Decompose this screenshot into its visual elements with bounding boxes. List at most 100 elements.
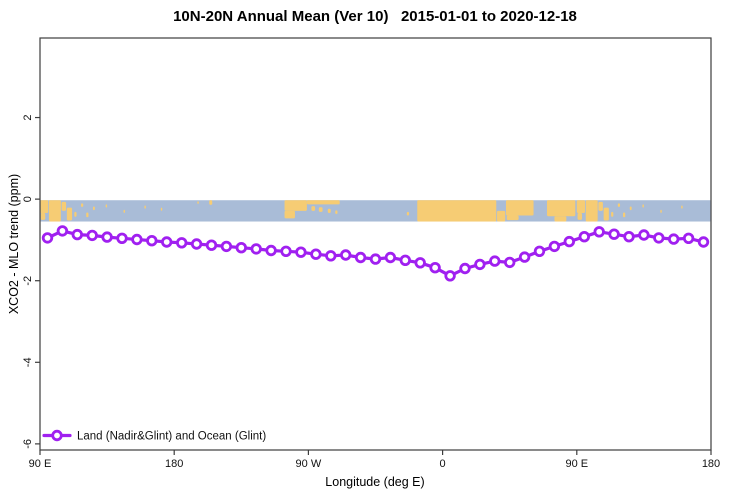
- land-patch: [66, 207, 73, 221]
- land-patch: [554, 216, 567, 222]
- data-point-marker: [325, 250, 337, 262]
- data-point-marker: [146, 234, 158, 247]
- legend: Land (Nadir&Glint) and Ocean (Glint): [42, 429, 266, 443]
- data-point-marker: [220, 240, 233, 253]
- data-point-marker: [429, 262, 441, 274]
- land-patch: [318, 207, 323, 212]
- data-point-marker: [310, 248, 322, 260]
- data-point-marker: [608, 228, 620, 240]
- data-point-marker: [116, 232, 128, 245]
- land-patch: [74, 211, 77, 217]
- data-point-marker: [340, 249, 352, 261]
- land-patch: [598, 201, 603, 211]
- data-point-marker: [459, 262, 471, 275]
- land-patch: [306, 200, 340, 205]
- legend-open-circle-icon: [51, 429, 63, 442]
- x-axis-title: Longitude (deg E): [325, 475, 425, 489]
- land-patch: [48, 200, 61, 222]
- land-patch: [681, 205, 683, 209]
- y-tick-label: 0: [22, 196, 34, 202]
- x-tick-label: 90 E: [565, 458, 588, 470]
- data-point-marker: [533, 245, 546, 258]
- data-point-marker: [682, 232, 695, 245]
- land-patch: [497, 210, 506, 222]
- land-patch: [160, 207, 163, 211]
- land-patch: [209, 200, 213, 205]
- land-patch: [617, 203, 621, 207]
- land-patch: [506, 215, 519, 221]
- land-patch: [629, 206, 632, 211]
- land-patch: [327, 208, 331, 213]
- land-patch: [61, 201, 67, 211]
- data-point-marker: [578, 230, 591, 243]
- x-tick-label: 180: [165, 458, 183, 470]
- land-patch: [623, 212, 626, 218]
- x-tick-label: 0: [440, 458, 446, 470]
- data-point-marker: [235, 241, 248, 254]
- data-point-marker: [56, 225, 69, 237]
- land-patch: [40, 212, 46, 220]
- x-tick-label: 180: [702, 458, 720, 470]
- x-axis-ticks: 90 E 180 90 W 0 90 E 180: [29, 450, 720, 470]
- data-point-marker: [548, 240, 561, 253]
- land-patch: [40, 200, 49, 213]
- data-point-marker: [518, 251, 531, 263]
- land-patch: [660, 209, 662, 213]
- data-point-marker: [131, 233, 143, 246]
- y-tick-label: 2: [22, 114, 34, 120]
- plot-frame: [39, 37, 712, 451]
- data-point-marker: [190, 238, 203, 250]
- data-point-marker: [175, 237, 188, 249]
- x-tick-label: 90 W: [296, 458, 322, 470]
- data-point-marker: [593, 226, 605, 238]
- land-patch: [603, 207, 609, 221]
- land-patch: [92, 206, 95, 211]
- data-point-marker: [205, 239, 218, 251]
- land-patch: [585, 200, 598, 222]
- chart-title: 10N-20N Annual Mean (Ver 10) 2015-01-01 …: [173, 8, 577, 25]
- data-point-marker: [86, 229, 98, 242]
- land-patch: [577, 212, 583, 220]
- land-patch: [123, 209, 125, 213]
- land-patch: [284, 210, 295, 219]
- land-patch: [311, 206, 316, 211]
- land-patch: [144, 205, 146, 209]
- land-patch: [335, 210, 338, 215]
- land-patch: [86, 212, 89, 218]
- data-point-marker: [414, 257, 426, 269]
- data-point-marker: [563, 235, 576, 248]
- y-tick-label: -2: [22, 276, 34, 286]
- land-patch: [642, 204, 644, 208]
- data-point-marker: [623, 230, 635, 243]
- data-point-marker: [504, 256, 516, 269]
- land-patch: [81, 203, 84, 207]
- y-axis-ticks: 2 0 -2 -4 -6: [22, 114, 40, 449]
- data-point-marker: [369, 253, 382, 265]
- y-tick-label: -6: [22, 439, 34, 449]
- land-patch: [546, 200, 576, 217]
- data-point-marker: [160, 236, 173, 248]
- data-point-marker: [101, 231, 113, 243]
- data-point-marker: [384, 251, 397, 264]
- data-point-marker: [354, 251, 367, 264]
- data-point-marker: [489, 255, 501, 267]
- x-tick-label: 90 E: [29, 458, 52, 470]
- data-point-marker: [265, 244, 277, 257]
- legend-label: Land (Nadir&Glint) and Ocean (Glint): [77, 431, 266, 443]
- land-patch: [576, 200, 586, 213]
- world-map-strip: [40, 200, 711, 222]
- data-point-marker: [697, 236, 710, 248]
- data-point-marker: [41, 232, 54, 244]
- land-patch: [611, 211, 614, 217]
- series-line: [45, 229, 706, 278]
- ocean-band: [40, 200, 711, 222]
- land-patch: [406, 211, 410, 216]
- data-point-marker: [250, 243, 262, 255]
- land-patch: [417, 200, 497, 222]
- land-patch: [197, 201, 199, 204]
- data-point-marker: [295, 246, 307, 258]
- y-tick-label: -4: [22, 357, 34, 367]
- land-patch: [284, 200, 307, 211]
